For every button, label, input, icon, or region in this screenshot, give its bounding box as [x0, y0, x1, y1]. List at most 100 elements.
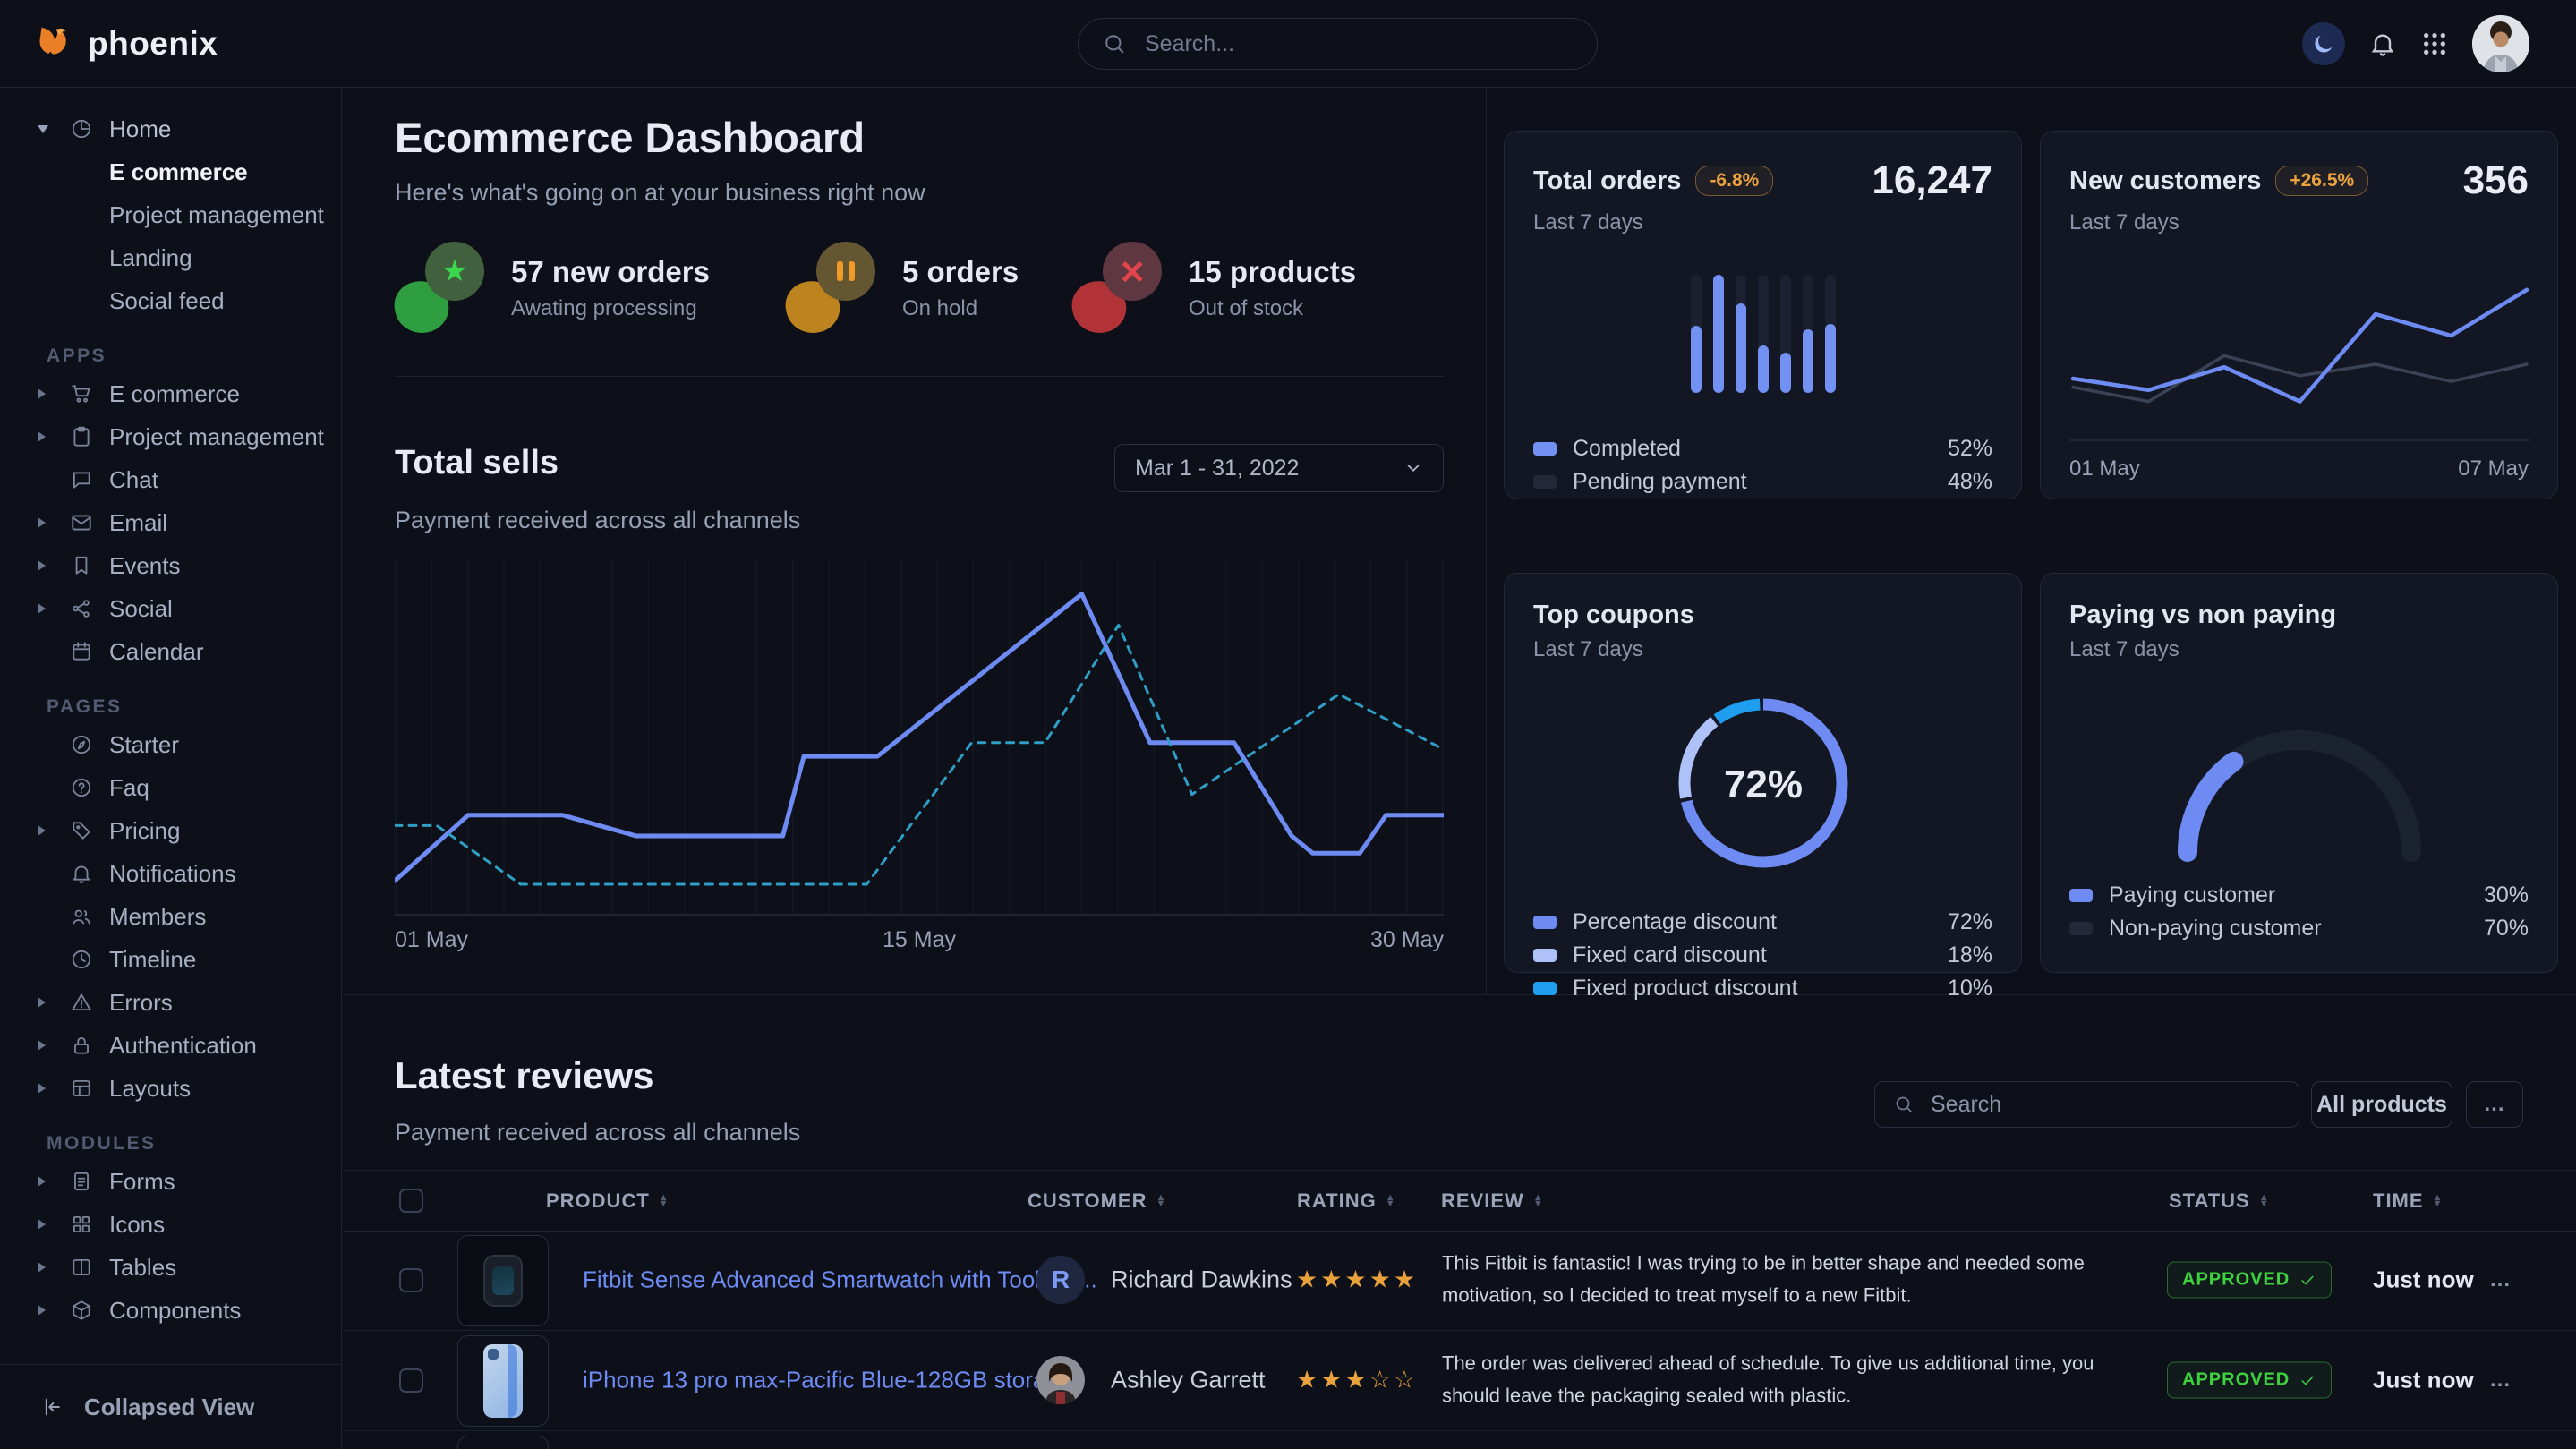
- chevron-down-icon: [1403, 458, 1423, 478]
- sidebar-item-faq[interactable]: Faq: [0, 766, 340, 809]
- sidebar-item-social-feed[interactable]: Social feed: [109, 286, 225, 314]
- reviews-table-header: PRODUCT ▲ ▼ CUSTOMER ▲ ▼ RATING ▲ ▼ REVIEW ▲ ▼ STATU…: [343, 1170, 2576, 1232]
- sidebar-item-components[interactable]: Components: [0, 1289, 340, 1332]
- sidebar-item-calendar[interactable]: Calendar: [0, 630, 340, 673]
- reviews-search[interactable]: [1874, 1081, 2299, 1128]
- x-label-mid: 15 May: [883, 927, 956, 952]
- sidebar-item-members[interactable]: Members: [0, 895, 340, 938]
- sidebar-section-modules: MODULES: [47, 1133, 157, 1154]
- caret-right-icon: [38, 1219, 46, 1230]
- caret-right-icon: [38, 1176, 46, 1187]
- calendar-icon: [70, 640, 93, 663]
- sidebar-item-email[interactable]: Email: [0, 501, 340, 544]
- paying-legend-paying-customer: Paying customer 30%: [2069, 879, 2529, 912]
- sidebar-item-social[interactable]: Social: [0, 587, 340, 630]
- sidebar-item-tables[interactable]: Tables: [0, 1246, 340, 1289]
- reviews-search-input[interactable]: [1929, 1090, 2281, 1119]
- share-icon: [70, 597, 93, 620]
- orders-legend-completed: Completed 52%: [1533, 432, 1992, 465]
- caret-down-icon: [38, 124, 48, 133]
- paying-legend: Paying customer 30% Non-paying customer 70%: [2069, 879, 2529, 945]
- caret-right-icon: [38, 1262, 46, 1273]
- brand[interactable]: phoenix: [32, 0, 218, 87]
- collapsed-view-toggle[interactable]: Collapsed View: [0, 1364, 340, 1449]
- warning-icon: [70, 991, 93, 1014]
- sidebar-section-pages: PAGES: [47, 696, 123, 717]
- sidebar-item-e-commerce[interactable]: E commerce: [0, 372, 340, 415]
- coupons-legend-fixed-card-discount: Fixed card discount 18%: [1533, 939, 1992, 972]
- sidebar-item-errors[interactable]: Errors: [0, 981, 340, 1024]
- sidebar-item-layouts[interactable]: Layouts: [0, 1067, 340, 1110]
- users-icon: [70, 905, 93, 928]
- reviews-more-button[interactable]: ...: [2466, 1081, 2523, 1128]
- sidebar-item-project-management[interactable]: Project management: [109, 200, 324, 228]
- select-all-checkbox[interactable]: [399, 1189, 423, 1213]
- sidebar-item-notifications[interactable]: Notifications: [0, 852, 340, 895]
- stat-out-of-stock: × 15 products Out of stock: [1068, 242, 1356, 337]
- bell-icon: [70, 862, 93, 885]
- stat-caption: Awating processing: [511, 296, 697, 320]
- sidebar-item-landing[interactable]: Landing: [109, 243, 192, 271]
- column-header-rating[interactable]: RATING ▲ ▼: [1297, 1189, 1396, 1212]
- sidebar-item-timeline[interactable]: Timeline: [0, 938, 340, 981]
- column-header-status[interactable]: STATUS ▲ ▼: [2169, 1189, 2270, 1212]
- page-title: Ecommerce Dashboard: [395, 114, 866, 161]
- column-header-review[interactable]: REVIEW ▲ ▼: [1441, 1189, 1544, 1212]
- sidebar-item-authentication[interactable]: Authentication: [0, 1024, 340, 1067]
- row-menu-button[interactable]: ...: [2490, 1267, 2512, 1291]
- sidebar-item-forms[interactable]: Forms: [0, 1160, 340, 1203]
- compass-icon: [70, 733, 93, 756]
- sidebar-item-home[interactable]: Home: [0, 107, 340, 150]
- order-bar-5: [1779, 275, 1791, 393]
- coupons-legend: Percentage discount 72% Fixed card discoun…: [1533, 906, 1992, 1005]
- product-image: [457, 1436, 549, 1449]
- mail-icon: [70, 511, 93, 534]
- sort-icon: ▲ ▼: [1156, 1191, 1167, 1209]
- row-menu-button[interactable]: ...: [2490, 1368, 2512, 1392]
- review-row-1: Fitbit Sense Advanced Smartwatch with To…: [343, 1230, 2576, 1331]
- global-search-input[interactable]: [1143, 30, 1574, 58]
- sidebar-item-chat[interactable]: Chat: [0, 458, 340, 501]
- sidebar-item-starter[interactable]: Starter: [0, 723, 340, 766]
- x-label-end: 07 May: [2458, 456, 2529, 481]
- card-value: 356: [2462, 158, 2529, 202]
- caret-right-icon: [38, 1040, 46, 1051]
- sort-icon: ▲ ▼: [1532, 1191, 1544, 1209]
- user-avatar[interactable]: [2472, 14, 2529, 72]
- sidebar-item-pricing[interactable]: Pricing: [0, 809, 340, 852]
- card-period: Last 7 days: [1533, 210, 1643, 234]
- chat-icon: [70, 468, 93, 491]
- column-header-time[interactable]: TIME ▲ ▼: [2373, 1189, 2444, 1212]
- brand-name: phoenix: [88, 24, 218, 62]
- latest-reviews-section: Latest reviews Payment received across a…: [343, 995, 2576, 1449]
- order-bar-7: [1824, 275, 1836, 393]
- stat-caption: Out of stock: [1189, 296, 1304, 320]
- sidebar-item-e-commerce[interactable]: E commerce: [109, 158, 248, 185]
- all-products-button[interactable]: All products: [2311, 1081, 2452, 1128]
- product-image-smartwatch[interactable]: [457, 1235, 549, 1326]
- notifications-button[interactable]: [2368, 30, 2397, 58]
- row-checkbox[interactable]: [399, 1368, 423, 1393]
- sidebar-item-icons[interactable]: Icons: [0, 1203, 340, 1246]
- stat-value: 57 new orders: [511, 255, 710, 288]
- legend-swatch: [1533, 949, 1557, 962]
- global-search[interactable]: [1078, 18, 1598, 70]
- date-range-select[interactable]: Mar 1 - 31, 2022: [1114, 444, 1444, 492]
- theme-toggle-button[interactable]: [2302, 21, 2345, 65]
- apps-grid-button[interactable]: [2420, 30, 2449, 58]
- row-checkbox[interactable]: [399, 1268, 423, 1292]
- column-header-product[interactable]: PRODUCT ▲ ▼: [546, 1189, 670, 1212]
- product-link[interactable]: Fitbit Sense Advanced Smartwatch with To…: [583, 1266, 1097, 1293]
- x-icon: ×: [1103, 242, 1162, 301]
- sort-icon: ▲ ▼: [2258, 1191, 2270, 1209]
- stats-divider: [395, 376, 1444, 377]
- product-image-iphone[interactable]: [457, 1335, 549, 1427]
- sidebar-item-events[interactable]: Events: [0, 544, 340, 587]
- total-sells-title: Total sells: [395, 444, 559, 482]
- column-header-customer[interactable]: CUSTOMER ▲ ▼: [1028, 1189, 1167, 1212]
- sidebar-item-project-management[interactable]: Project management: [0, 415, 340, 458]
- box-icon: [70, 1299, 93, 1322]
- sidebar-nav: Home E commerce Project management Landing S…: [0, 88, 340, 1363]
- card-title: New customers: [2069, 166, 2262, 195]
- product-link[interactable]: iPhone 13 pro max-Pacific Blue-128GB sto…: [583, 1366, 1072, 1394]
